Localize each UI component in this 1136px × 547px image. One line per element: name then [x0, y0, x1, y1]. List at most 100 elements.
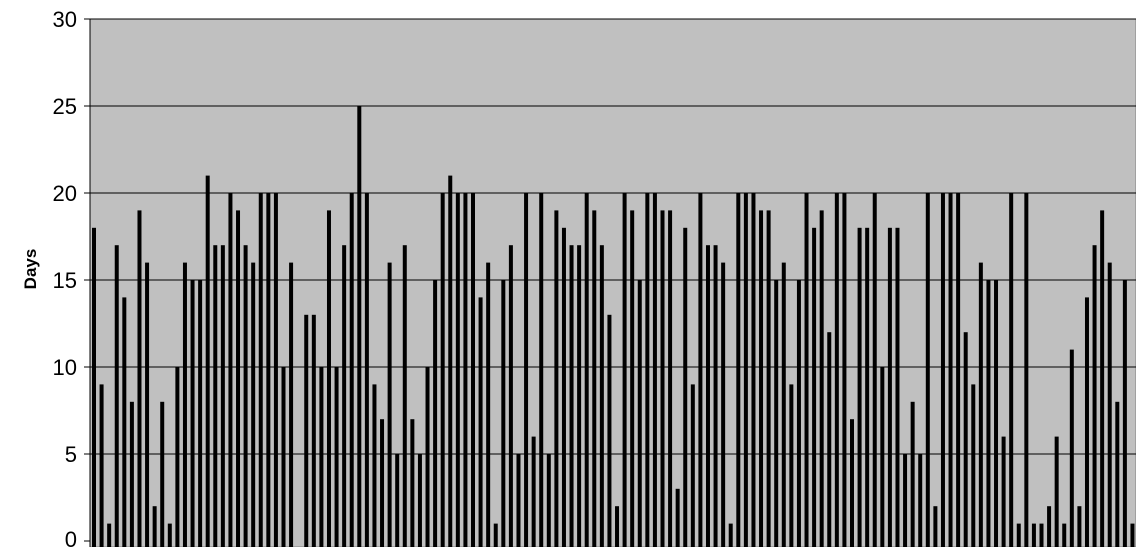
bar: [122, 297, 127, 547]
y-tick-label: 25: [53, 94, 77, 119]
bar: [516, 454, 521, 547]
bar: [402, 245, 407, 547]
bar: [751, 193, 756, 547]
bar: [114, 245, 119, 547]
y-tick-label: 20: [53, 181, 77, 206]
bar: [698, 193, 703, 547]
bar: [440, 193, 445, 547]
bar: [933, 506, 938, 547]
bar: [236, 210, 241, 547]
bar: [334, 367, 339, 547]
bar: [349, 193, 354, 547]
bar: [850, 419, 854, 547]
bar: [994, 280, 999, 547]
bar: [251, 262, 256, 547]
bar: [956, 193, 961, 547]
y-tick-label: 10: [53, 355, 77, 380]
bar: [812, 227, 817, 547]
bar: [683, 227, 688, 547]
bar: [1100, 210, 1105, 547]
bar: [1031, 523, 1036, 547]
bar: [1077, 506, 1082, 547]
bar: [319, 367, 324, 547]
bar: [1016, 523, 1021, 547]
bar: [774, 280, 779, 547]
bar: [433, 280, 438, 547]
bar: [637, 280, 642, 547]
bar: [607, 314, 612, 547]
bar: [781, 262, 786, 547]
bar: [190, 280, 195, 547]
bar: [266, 193, 271, 547]
bar: [872, 193, 877, 547]
bar: [668, 210, 673, 547]
bar: [903, 454, 908, 547]
bar: [971, 384, 976, 547]
bar: [887, 227, 892, 547]
bar: [1092, 245, 1097, 547]
bar: [213, 245, 218, 547]
bar: [948, 193, 953, 547]
bar: [486, 262, 491, 547]
bar: [478, 297, 483, 547]
bar: [455, 193, 460, 547]
bar: [577, 245, 582, 547]
bar: [592, 210, 597, 547]
bar: [304, 314, 309, 547]
bar: [705, 245, 710, 547]
bar: [925, 193, 930, 547]
bar: [182, 262, 187, 547]
bar: [675, 488, 680, 547]
bar: [129, 401, 134, 547]
bar: [615, 506, 620, 547]
bar: [584, 193, 589, 547]
bar: [796, 280, 801, 547]
bar: [508, 245, 513, 547]
bar: [380, 419, 385, 547]
bar: [1122, 280, 1127, 547]
bar: [281, 367, 286, 547]
bar: [417, 454, 422, 547]
bar: [918, 454, 923, 547]
bar: [759, 210, 764, 547]
bar: [1130, 523, 1135, 547]
bar: [311, 314, 316, 547]
bar: [395, 454, 400, 547]
bar: [372, 384, 377, 547]
bar: [531, 436, 536, 547]
bar: [554, 210, 559, 547]
bar: [175, 367, 180, 547]
bar: [1001, 436, 1006, 547]
bar: [258, 193, 263, 547]
bar: [387, 262, 392, 547]
bar: [728, 523, 733, 547]
bar: [1084, 297, 1089, 547]
bar: [599, 245, 604, 547]
bar: [471, 193, 475, 547]
bar: [630, 210, 635, 547]
bar: [721, 262, 726, 547]
bar: [743, 193, 748, 547]
bar: [326, 210, 331, 547]
bar: [107, 523, 112, 547]
bar: [410, 419, 415, 547]
bar: [220, 245, 225, 547]
bar: [736, 193, 741, 547]
bar: [857, 227, 862, 547]
bar: [1024, 193, 1029, 547]
y-tick-label: 30: [53, 7, 77, 32]
y-axis-title: Days: [21, 249, 40, 290]
bar: [160, 401, 165, 547]
bar: [1039, 523, 1044, 547]
bar: [713, 245, 718, 547]
bar: [137, 210, 142, 547]
y-tick-label: 15: [53, 268, 77, 293]
bar: [524, 193, 529, 547]
bar: [1054, 436, 1059, 547]
bar: [167, 523, 172, 547]
y-tick-label: 0: [65, 527, 77, 547]
bar: [819, 210, 824, 547]
bar: [1062, 523, 1067, 547]
bar: [92, 227, 96, 547]
gridlines: [90, 18, 1136, 455]
